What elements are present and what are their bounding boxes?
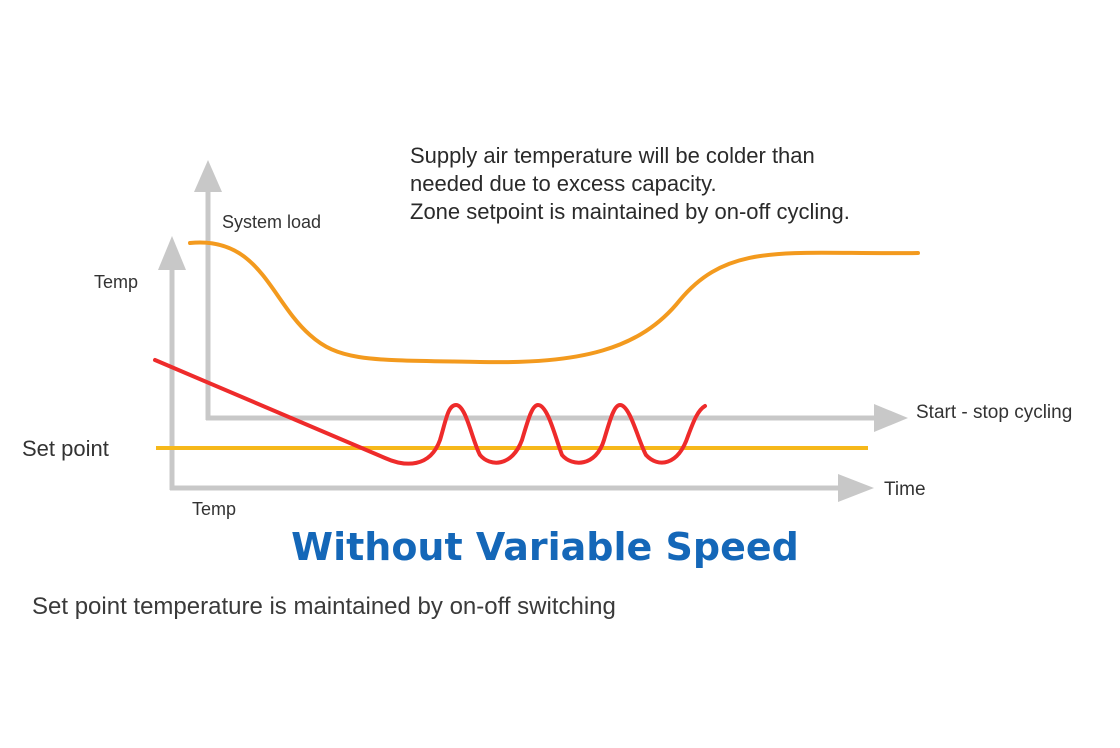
system-load-curve <box>188 240 920 365</box>
temp-axes <box>158 236 874 502</box>
diagram-caption: Set point temperature is maintained by o… <box>32 593 616 620</box>
temp-lower-label: Temp <box>192 499 236 519</box>
temp-axis-arrowhead <box>158 236 186 270</box>
start-stop-label: Start - stop cycling <box>916 402 1072 423</box>
time-label: Time <box>884 479 926 500</box>
start-stop-axis-arrowhead <box>874 404 908 432</box>
time-axis-arrowhead <box>838 474 874 502</box>
system-load-label: System load <box>222 212 321 232</box>
annotation-line-2: needed due to excess capacity. <box>410 171 717 196</box>
diagram-title: Without Variable Speed <box>291 525 799 569</box>
temp-upper-label: Temp <box>94 272 138 292</box>
set-point-label: Set point <box>22 436 109 461</box>
annotation-line-1: Supply air temperature will be colder th… <box>410 143 815 168</box>
annotation-line-3: Zone setpoint is maintained by on-off cy… <box>410 199 850 224</box>
system-load-axis-arrowhead <box>194 160 222 192</box>
temp-cycling-curve <box>153 358 707 466</box>
